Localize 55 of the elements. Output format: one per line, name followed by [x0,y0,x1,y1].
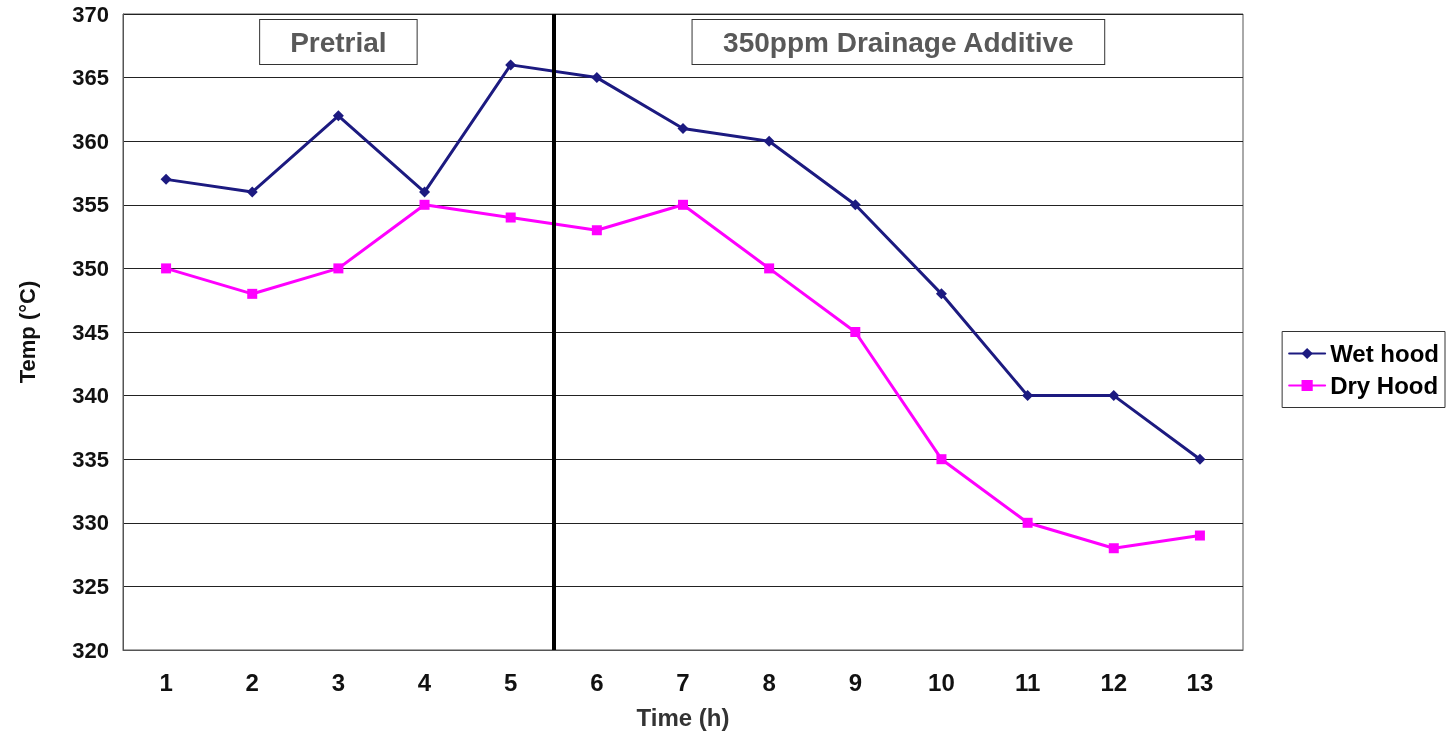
x-tick-label: 4 [417,668,432,696]
annotation: Pretrial [290,26,387,58]
x-tick-label: 2 [245,668,259,696]
y-tick-label: 355 [72,192,109,218]
point [505,59,517,71]
x-tick-label: 13 [1186,668,1214,696]
point [678,199,688,210]
x-tick-label: 10 [928,668,955,696]
point [419,199,430,210]
point [333,263,344,274]
point [850,327,861,337]
y-tick-label: 360 [72,128,109,154]
point [247,288,258,299]
point [505,212,516,223]
x-tick-label: 9 [848,668,862,696]
x-tick-label: 6 [590,668,604,696]
y-tick-label: 335 [72,446,109,472]
legend-label: Dry Hood [1330,372,1439,399]
annotation: 350ppm Drainage Additive [723,26,1074,58]
point [1194,453,1206,465]
point [1194,530,1205,541]
point [591,225,602,236]
y-tick-label: 320 [72,637,109,663]
point [1108,390,1120,402]
point [1108,543,1119,554]
point [160,173,172,185]
y-tick-label: 350 [72,255,109,281]
y-tick-label: 345 [72,319,109,345]
point [246,186,258,198]
point [763,135,775,147]
point [677,122,689,134]
x-tick-label: 5 [504,668,518,696]
point [1022,517,1033,528]
point [849,199,861,211]
point [764,263,775,274]
x-tick-label: 11 [1014,668,1041,696]
y-tick-label: 370 [72,1,109,27]
point [161,263,172,274]
point [419,186,431,198]
y-tick-label: 365 [72,65,109,91]
y-tick-label: 340 [72,383,109,409]
x-tick-label: 3 [331,668,346,696]
y-axis-title: Temp (°C) [14,280,40,384]
y-tick-label: 330 [72,510,109,536]
x-tick-label: 7 [676,668,690,696]
x-tick-label: 1 [159,668,173,696]
point [935,288,947,300]
x-tick-label: 8 [762,668,776,696]
y-tick-label: 325 [72,573,109,599]
point [332,110,344,122]
legend-label: Wet hood [1330,340,1440,367]
x-tick-label: 12 [1100,668,1128,696]
point [936,454,947,465]
x-axis-title: Time (h) [636,703,730,731]
point [591,72,603,84]
